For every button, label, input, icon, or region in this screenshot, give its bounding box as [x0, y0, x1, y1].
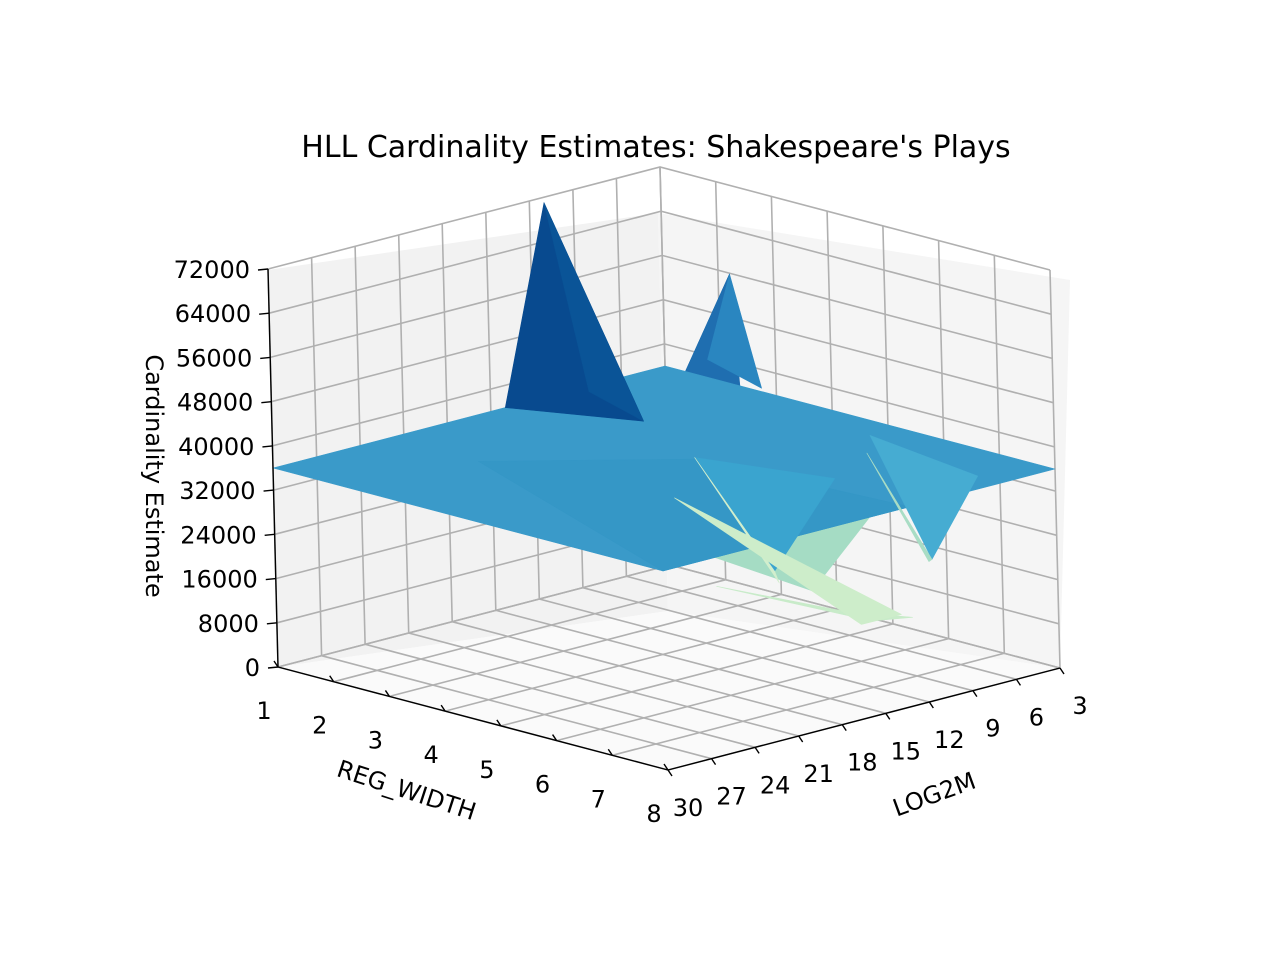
y-tick-mark [440, 704, 446, 712]
z-tick-mark [264, 533, 275, 537]
z-tick-label: 32000 [179, 477, 255, 505]
grid-line-z [268, 210, 1052, 315]
x-tick-label: 6 [1029, 703, 1044, 731]
under-surface [716, 585, 913, 622]
x-tick-mark [1059, 667, 1065, 675]
z-axis-line [267, 268, 279, 668]
z-tick-mark [259, 312, 270, 315]
y-tick-mark [329, 675, 335, 683]
tick-labels: 0 8000 16000 24000 32000 40000 48000 56000 64000… [174, 256, 1088, 828]
grid-line-z [269, 254, 1053, 360]
x-tick-mark [1015, 678, 1022, 686]
x-tick-mark [841, 724, 847, 732]
z-tick-mark [261, 400, 272, 404]
x-tick-mark [972, 690, 978, 698]
x-tick-label: 27 [716, 783, 747, 811]
x-tick-label: 15 [891, 737, 922, 765]
y-tick-label: 3 [368, 726, 383, 754]
y-tick-mark [384, 690, 391, 697]
x-axis-line [667, 667, 1061, 771]
grid-line-z [272, 343, 1055, 448]
z-tick-label: 48000 [177, 389, 253, 417]
dip-face [866, 452, 933, 562]
peak-face [543, 202, 644, 422]
y-tick-mark [607, 748, 613, 756]
axis-lines [267, 268, 1061, 771]
z-tick-mark [257, 268, 269, 271]
z-tick-label: 56000 [176, 344, 252, 372]
z-tick-label: 64000 [175, 300, 251, 328]
z-tick-label: 16000 [181, 566, 257, 594]
spike-face [707, 273, 762, 389]
x-tick-mark [710, 758, 717, 766]
y-tick-label: 2 [312, 712, 327, 740]
x-tick-mark [798, 735, 804, 743]
z-tick-mark [260, 356, 271, 360]
chart-title: HLL Cardinality Estimates: Shakespeare's… [301, 130, 1010, 165]
y-tick-label: 8 [646, 800, 661, 828]
z-tick-label: 24000 [180, 521, 256, 549]
x-tick-label: 9 [985, 715, 1000, 743]
y-axis-line [277, 666, 669, 771]
y-axis-label: REG_WIDTH [333, 755, 479, 826]
y-tick-mark [273, 660, 279, 668]
y-tick-mark [663, 763, 669, 771]
x-tick-label: 18 [847, 749, 878, 777]
x-tick-label: 30 [673, 794, 704, 822]
y-tick-label: 5 [479, 756, 494, 784]
grid-line-z [267, 166, 1051, 271]
y-tick-mark [551, 734, 558, 741]
x-tick-mark [928, 701, 934, 709]
z-tick-mark [267, 666, 279, 669]
z-axis-label: Cardinality Estimate [140, 354, 168, 597]
x-axis-label: LOG2M [889, 767, 979, 823]
grid-line-z [271, 298, 1054, 404]
x-tick-label: 12 [934, 726, 965, 754]
dip-face [869, 435, 979, 560]
y-tick-mark [496, 719, 502, 727]
x-tick-mark [754, 746, 760, 754]
z-tick-label: 40000 [178, 433, 254, 461]
z-tick-mark [263, 489, 274, 492]
y-tick-label: 6 [535, 771, 550, 799]
z-tick-mark [265, 577, 276, 581]
dip-face [674, 497, 902, 625]
z-tick-label: 8000 [198, 610, 259, 638]
x-tick-mark [885, 712, 891, 720]
z-tick-mark [262, 445, 273, 448]
surface [272, 202, 1056, 625]
y-tick-label: 7 [591, 785, 606, 813]
y-tick-label: 1 [256, 697, 271, 725]
z-tick-label: 0 [245, 654, 260, 682]
x-tick-mark [667, 769, 673, 777]
x-tick-label: 21 [803, 760, 834, 788]
x-tick-label: 24 [760, 771, 791, 799]
y-tick-label: 4 [424, 741, 439, 769]
x-tick-label: 3 [1072, 692, 1087, 720]
z-tick-mark [266, 622, 277, 625]
z-tick-label: 72000 [174, 256, 250, 284]
